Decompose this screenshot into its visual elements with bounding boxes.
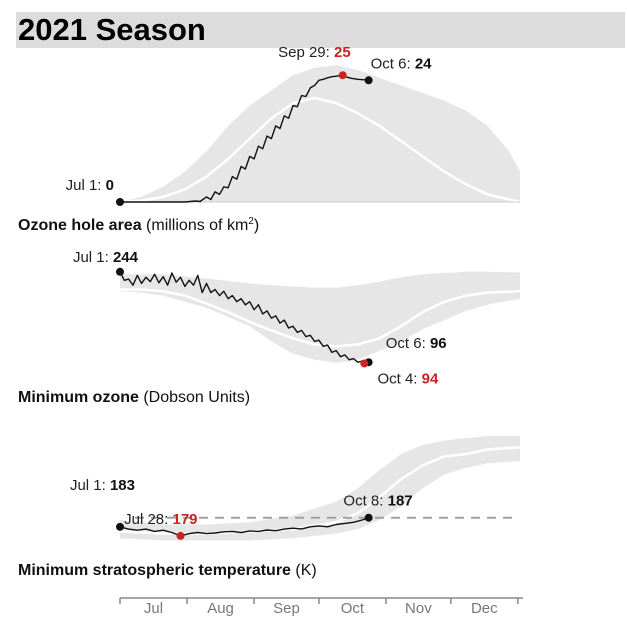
climatology-band-1 [120, 65, 520, 202]
x-tick-label: Oct [341, 600, 365, 617]
page-title: 2021 Season [18, 12, 206, 47]
series-line-2 [119, 271, 369, 365]
annotation-dot [338, 71, 347, 80]
annotation-label: Oct 8: 187 [343, 493, 412, 510]
header-bar: 2021 Season [16, 12, 625, 48]
annotation-label: Jul 1: 183 [70, 477, 135, 494]
annotation-dot [116, 522, 124, 531]
annotation-label: Sep 29: 25 [278, 44, 351, 61]
annotation-label: Jul 28: 179 [124, 511, 197, 528]
chart-title-3: Minimum stratospheric temperature (K) [18, 562, 317, 579]
annotation-label: Oct 6: 96 [386, 335, 447, 352]
x-tick-label: Dec [471, 600, 498, 617]
annotation-label: Oct 6: 24 [371, 55, 433, 72]
annotation-label: Jul 1: 244 [73, 249, 139, 266]
series-line-3 [119, 517, 369, 537]
x-tick-label: Nov [405, 600, 432, 617]
x-tick-label: Jul [144, 600, 163, 617]
series-line-1 [120, 74, 369, 203]
annotation-label: Jul 1: 0 [66, 177, 114, 194]
x-tick-label: Aug [207, 600, 234, 617]
chart-title-1: Ozone hole area (millions of km2) [18, 216, 259, 234]
median-line-1 [119, 96, 521, 204]
annotation-dot [364, 76, 373, 85]
median-line-2 [120, 288, 521, 348]
annotation-dot [364, 513, 373, 522]
annotation-dot [116, 198, 124, 206]
annotation-dot [176, 531, 185, 540]
x-tick-label: Sep [273, 600, 300, 617]
annotation-dot [360, 359, 369, 368]
chart-title-2: Minimum ozone (Dobson Units) [18, 389, 250, 406]
annotation-label: Oct 4: 94 [377, 370, 439, 387]
climatology-band-2 [120, 271, 520, 363]
annotation-dot [116, 267, 124, 276]
climatology-band-3 [120, 435, 520, 541]
